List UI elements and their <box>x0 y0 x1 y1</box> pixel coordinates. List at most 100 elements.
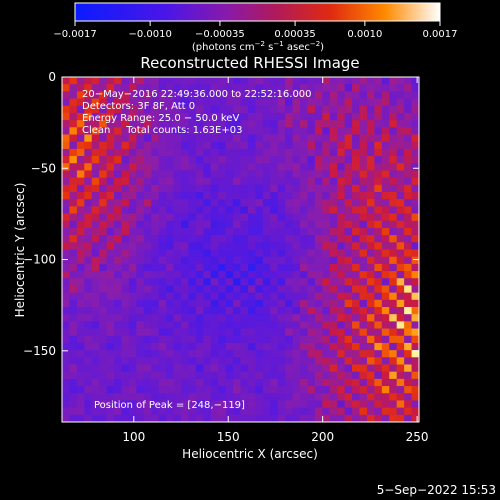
heatmap-cell <box>181 199 190 207</box>
heatmap-cell <box>203 112 212 121</box>
heatmap-cell <box>173 220 182 229</box>
heatmap-cell <box>292 285 301 294</box>
heatmap-cell <box>188 134 197 143</box>
heatmap-cell <box>381 307 390 315</box>
heatmap-cell <box>262 192 271 200</box>
heatmap-cell <box>300 127 309 136</box>
heatmap-cell <box>240 307 249 315</box>
heatmap-cell <box>314 314 323 322</box>
heatmap-cell <box>322 249 331 258</box>
heatmap-cell <box>314 148 323 157</box>
heatmap-cell <box>62 271 71 279</box>
heatmap-cell <box>352 393 361 402</box>
heatmap-cell <box>381 148 390 157</box>
heatmap-cell <box>203 120 212 128</box>
heatmap-cell <box>255 91 264 100</box>
heatmap-cell <box>285 278 294 287</box>
heatmap-cell <box>285 227 294 236</box>
heatmap-cell <box>84 134 93 143</box>
heatmap-cell <box>218 357 227 366</box>
heatmap-cell <box>69 127 78 136</box>
heatmap-cell <box>143 307 152 315</box>
heatmap-cell <box>69 105 78 114</box>
heatmap-cell <box>277 156 286 164</box>
heatmap-cell <box>158 400 167 409</box>
heatmap-cell <box>307 364 316 373</box>
heatmap-cell <box>314 235 323 243</box>
heatmap-cell <box>307 378 316 387</box>
heatmap-cell <box>381 192 390 200</box>
heatmap-cell <box>121 184 130 193</box>
heatmap-cell <box>344 220 353 229</box>
heatmap-cell <box>203 371 212 380</box>
heatmap-cell <box>233 371 242 380</box>
heatmap-cell <box>411 91 419 100</box>
heatmap-cell <box>329 213 338 222</box>
heatmap-cell <box>76 393 85 402</box>
heatmap-cell <box>151 342 160 351</box>
heatmap-cell <box>136 263 145 272</box>
heatmap-cell <box>374 235 383 243</box>
heatmap-cell <box>404 342 413 351</box>
heatmap-cell <box>151 127 160 136</box>
heatmap-cell <box>247 314 256 322</box>
heatmap-cell <box>344 263 353 272</box>
heatmap-cell <box>329 378 338 387</box>
heatmap-cell <box>99 170 108 179</box>
heatmap-cell <box>121 328 130 337</box>
heatmap-cell <box>247 263 256 272</box>
heatmap-cell <box>300 378 309 387</box>
heatmap-cell <box>366 285 375 294</box>
heatmap-cell <box>262 163 271 172</box>
heatmap-cell <box>337 235 346 243</box>
heatmap-cell <box>195 256 204 265</box>
heatmap-cell <box>188 227 197 236</box>
heatmap-cell <box>262 314 271 322</box>
heatmap-cell <box>411 292 419 301</box>
heatmap-cell <box>352 378 361 387</box>
heatmap-cell <box>225 177 234 186</box>
heatmap-cell <box>181 321 190 330</box>
heatmap-cell <box>69 77 78 85</box>
heatmap-cell <box>307 235 316 243</box>
heatmap-cell <box>195 199 204 207</box>
heatmap-cell <box>352 263 361 272</box>
heatmap-cell <box>99 249 108 258</box>
heatmap-cell <box>210 335 219 344</box>
heatmap-cell <box>262 271 271 279</box>
heatmap-cell <box>173 170 182 179</box>
heatmap-cell <box>381 357 390 366</box>
heatmap-cell <box>300 307 309 315</box>
heatmap-cell <box>181 335 190 344</box>
heatmap-cell <box>344 192 353 200</box>
heatmap-cell <box>285 314 294 322</box>
heatmap-cell <box>300 292 309 301</box>
heatmap-cell <box>307 206 316 215</box>
heatmap-cell <box>381 227 390 236</box>
heatmap-cell <box>359 393 368 402</box>
heatmap-cell <box>84 407 93 416</box>
heatmap-cell <box>389 400 398 409</box>
heatmap-cell <box>329 235 338 243</box>
heatmap-cell <box>344 206 353 215</box>
heatmap-cell <box>143 263 152 272</box>
heatmap-cell <box>307 278 316 287</box>
heatmap-cell <box>285 134 294 143</box>
heatmap-cell <box>225 400 234 409</box>
heatmap-cell <box>114 364 123 373</box>
heatmap-cell <box>366 321 375 330</box>
heatmap-cell <box>359 342 368 351</box>
heatmap-cell <box>270 235 279 243</box>
heatmap-cell <box>366 199 375 207</box>
heatmap-cell <box>151 148 160 157</box>
heatmap-cell <box>374 328 383 337</box>
heatmap-cell <box>173 321 182 330</box>
heatmap-cell <box>322 170 331 179</box>
heatmap-cell <box>203 357 212 366</box>
heatmap-cell <box>62 307 71 315</box>
heatmap-cell <box>203 393 212 402</box>
heatmap-cell <box>344 256 353 265</box>
heatmap-cell <box>285 120 294 128</box>
heatmap-cell <box>359 299 368 308</box>
heatmap-cell <box>69 177 78 186</box>
